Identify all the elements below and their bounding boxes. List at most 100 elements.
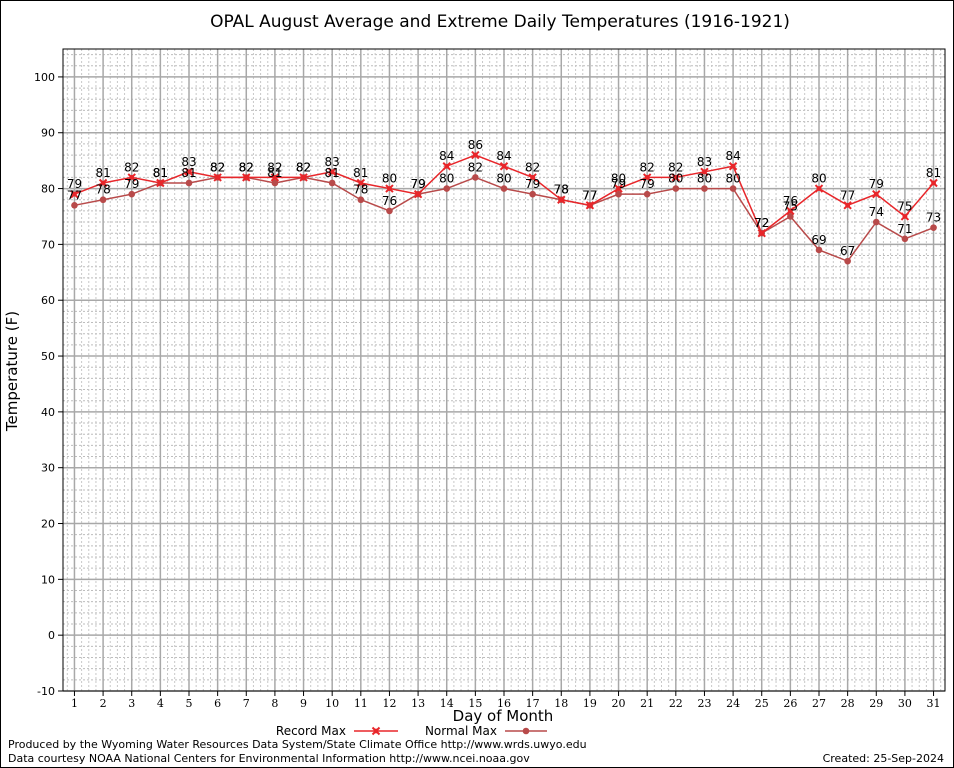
data-label: 83 <box>697 155 712 169</box>
data-label: 82 <box>668 160 683 174</box>
data-label: 86 <box>468 138 483 152</box>
data-point-dot <box>759 230 765 236</box>
data-point-dot <box>530 175 536 180</box>
data-label: 79 <box>869 177 884 191</box>
data-label: 82 <box>296 160 311 174</box>
x-tick-label: 19 <box>583 697 597 710</box>
y-tick-label: 30 <box>41 462 55 475</box>
data-label: 79 <box>640 177 655 191</box>
data-label: 82 <box>210 160 225 174</box>
data-point <box>872 218 880 226</box>
data-point <box>500 185 508 192</box>
data-label: 81 <box>181 166 196 180</box>
data-point-dot <box>329 169 335 175</box>
x-tick-label: 1 <box>71 697 78 710</box>
data-label: 80 <box>668 172 683 186</box>
data-label: 81 <box>926 166 941 180</box>
data-label: 84 <box>496 149 511 163</box>
x-tick-label: 14 <box>440 697 454 710</box>
data-label: 81 <box>267 166 282 180</box>
data-point-dot <box>472 152 478 158</box>
data-label: 77 <box>582 188 597 202</box>
y-tick-label: -10 <box>37 685 55 698</box>
data-point <box>443 185 451 192</box>
data-point-dot <box>129 175 135 180</box>
data-point <box>357 196 365 204</box>
data-point <box>185 179 193 187</box>
data-label: 82 <box>124 160 139 174</box>
data-label: 74 <box>869 205 884 219</box>
data-label: 77 <box>840 188 855 202</box>
x-tick-label: 29 <box>869 697 883 710</box>
data-label: 84 <box>439 149 454 163</box>
data-point <box>615 190 622 198</box>
x-tick-label: 7 <box>243 697 250 710</box>
y-tick-label: 40 <box>41 406 55 419</box>
data-label: 82 <box>640 160 655 174</box>
x-tick-label: 2 <box>100 697 107 710</box>
data-label: 79 <box>611 177 626 191</box>
data-point-dot <box>72 191 77 197</box>
y-tick-label: 80 <box>41 183 55 196</box>
x-tick-label: 6 <box>214 697 221 710</box>
data-label: 82 <box>296 160 311 174</box>
data-label: 79 <box>67 177 82 191</box>
data-point <box>99 196 107 204</box>
data-label: 79 <box>525 177 540 191</box>
data-label: 80 <box>611 172 626 186</box>
legend: Record Max Normal Max <box>276 724 547 738</box>
data-label: 80 <box>439 172 454 186</box>
footer-created: Created: 25-Sep-2024 <box>822 752 944 765</box>
data-label: 80 <box>725 172 740 186</box>
data-label: 71 <box>897 222 912 236</box>
data-label: 82 <box>267 160 282 174</box>
data-point-dot <box>358 180 364 186</box>
footer-produced-by: Produced by the Wyoming Water Resources … <box>8 738 587 751</box>
data-label: 72 <box>754 216 769 230</box>
data-label: 76 <box>382 194 397 208</box>
y-tick-label: 50 <box>41 350 55 363</box>
data-point <box>844 257 851 265</box>
data-point <box>386 207 393 215</box>
data-point-dot <box>931 180 936 186</box>
data-label: 79 <box>124 177 139 191</box>
data-label: 78 <box>95 183 110 197</box>
data-point <box>529 190 536 198</box>
x-tick-label: 30 <box>898 697 912 710</box>
data-point-dot <box>444 163 450 169</box>
data-label: 81 <box>325 166 340 180</box>
data-label: 78 <box>554 183 569 197</box>
data-label: 82 <box>468 160 483 174</box>
x-tick-label: 4 <box>157 697 164 710</box>
x-tick-label: 11 <box>354 697 368 710</box>
data-point-dot <box>873 191 879 197</box>
data-point-dot <box>301 175 306 180</box>
data-point-dot <box>644 175 650 180</box>
data-point-dot <box>415 191 421 197</box>
x-tick-label: 18 <box>554 697 568 710</box>
data-label: 82 <box>239 160 254 174</box>
data-label: 67 <box>840 244 855 258</box>
data-label: 80 <box>382 172 397 186</box>
x-tick-label: 13 <box>411 697 425 710</box>
data-point-dot <box>702 169 707 175</box>
chart-title: OPAL August Average and Extreme Daily Te… <box>210 12 790 32</box>
data-label: 77 <box>582 188 597 202</box>
y-tick-label: 10 <box>41 573 55 586</box>
x-tick-label: 10 <box>325 697 339 710</box>
data-point <box>472 174 479 181</box>
data-label: 81 <box>153 166 168 180</box>
x-tick-label: 15 <box>468 697 482 710</box>
x-axis-label: Day of Month <box>453 707 554 725</box>
data-label: 78 <box>554 183 569 197</box>
x-tick-label: 5 <box>186 697 193 710</box>
data-point-dot <box>100 180 106 186</box>
data-label: 81 <box>353 166 368 180</box>
data-label: 81 <box>95 166 110 180</box>
data-point-dot <box>816 186 822 191</box>
y-tick-label: 0 <box>48 629 55 642</box>
data-point-dot <box>157 180 163 186</box>
